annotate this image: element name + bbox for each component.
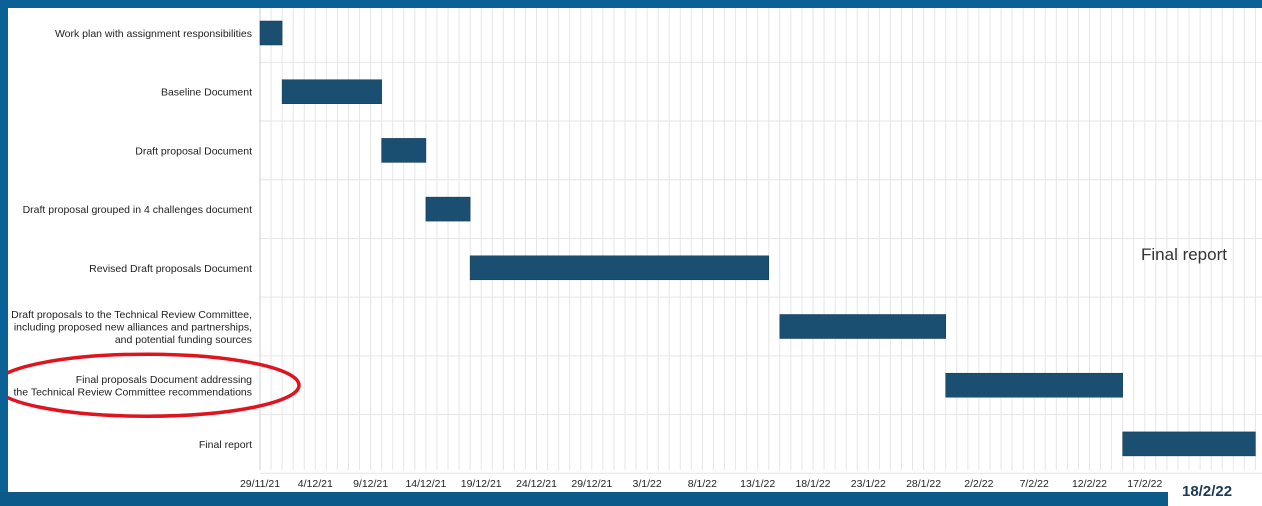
task-label: Draft proposals to the Technical Review … [11, 309, 252, 346]
x-tick-label: 14/12/21 [405, 478, 446, 490]
slide-bottom-band [0, 492, 1262, 506]
x-tick-label: 19/12/21 [461, 478, 502, 490]
final-report-side-label: Final report [1141, 245, 1227, 264]
gantt-bar [381, 138, 427, 163]
slide-date: 18/2/22 [1182, 483, 1233, 500]
x-tick-label: 13/1/22 [740, 478, 775, 490]
task-label: Revised Draft proposals Document [89, 263, 252, 275]
chart-grid [259, 8, 1262, 474]
gantt-bar [1122, 431, 1256, 457]
x-tick-label: 29/12/21 [571, 478, 612, 490]
gantt-bar [779, 314, 946, 339]
x-tick-label: 12/2/22 [1072, 478, 1107, 490]
gantt-bar [945, 372, 1123, 398]
x-tick-label: 18/1/22 [795, 478, 830, 490]
x-tick-label: 2/2/22 [964, 478, 993, 490]
x-tick-label: 7/2/22 [1020, 478, 1049, 490]
gantt-chart: Work plan with assignment responsibiliti… [8, 8, 1262, 490]
task-label: Work plan with assignment responsibiliti… [55, 28, 252, 40]
x-tick-label: 17/2/22 [1127, 478, 1162, 490]
date-badge [1168, 476, 1262, 506]
x-tick-label: 28/1/22 [906, 478, 941, 490]
x-tick-label: 24/12/21 [516, 478, 557, 490]
x-tick-label: 29/11/21 [240, 478, 280, 490]
slide-panel: Work plan with assignment responsibiliti… [8, 8, 1262, 492]
gantt-bar [281, 79, 382, 104]
x-tick-label: 8/1/22 [688, 478, 717, 490]
task-label: Baseline Document [161, 87, 252, 99]
highlight-ellipse [8, 352, 301, 418]
task-label: Final proposals Document addressing the T… [14, 374, 253, 399]
gantt-bar [469, 255, 770, 281]
task-labels: Work plan with assignment responsibiliti… [11, 28, 252, 451]
x-tick-label: 9/12/21 [353, 478, 388, 490]
x-tick-label: 3/1/22 [632, 478, 661, 490]
task-label: Draft proposal grouped in 4 challenges d… [23, 204, 252, 216]
gantt-bar [425, 196, 471, 222]
task-label: Final report [199, 439, 252, 451]
task-label: Draft proposal Document [135, 145, 252, 157]
x-axis-ticks: 29/11/21 4/12/21 9/12/21 14/12/21 19/12/21 24… [240, 478, 1163, 490]
x-tick-label: 4/12/21 [298, 478, 333, 490]
highlight-ellipse-layer [8, 352, 301, 418]
x-tick-label: 23/1/22 [851, 478, 886, 490]
gantt-bar [259, 20, 283, 46]
chart-bars [259, 20, 1256, 457]
